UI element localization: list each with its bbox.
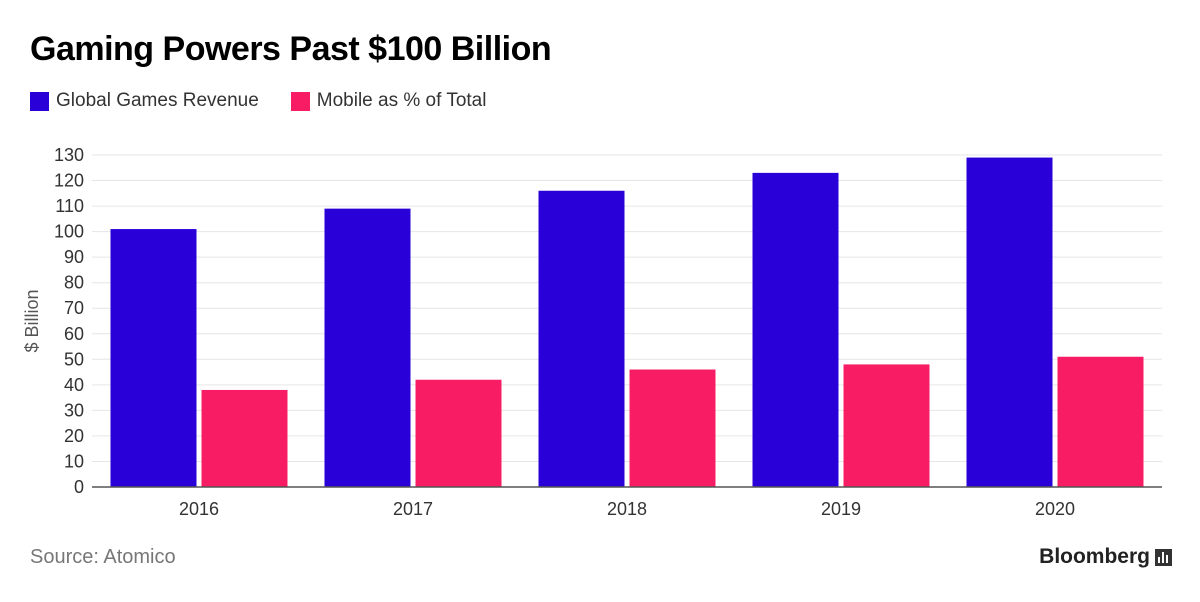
bar-global-games-revenue-2016 <box>110 229 197 488</box>
y-tick-label: 120 <box>54 171 84 191</box>
bar-mobile-as-of-total-2016 <box>201 389 288 487</box>
y-tick-label: 110 <box>55 196 84 216</box>
bar-mobile-as-of-total-2020 <box>1057 356 1144 487</box>
y-tick-label: 20 <box>64 426 84 446</box>
y-tick-label: 40 <box>64 375 84 395</box>
legend-item-global-games-revenue: Global Games Revenue <box>30 90 259 112</box>
y-axis-label: $ Billion <box>22 289 42 352</box>
bar-global-games-revenue-2017 <box>324 208 411 487</box>
bar-global-games-revenue-2018 <box>538 190 625 487</box>
y-tick-label: 100 <box>54 222 84 242</box>
bar-mobile-as-of-total-2018 <box>629 369 716 487</box>
legend-label-global-games-revenue: Global Games Revenue <box>56 90 259 111</box>
brand-name: Bloomberg <box>1039 545 1150 568</box>
bar-mobile-as-of-total-2017 <box>415 379 502 487</box>
legend-swatch-mobile-share <box>290 91 310 111</box>
x-tick-label: 2020 <box>1035 499 1075 519</box>
x-tick-label: 2018 <box>607 499 647 519</box>
y-tick-label: 0 <box>74 477 84 497</box>
x-tick-label: 2016 <box>179 499 219 519</box>
x-tick-label: 2019 <box>821 499 861 519</box>
legend-item-mobile-share: Mobile as % of Total <box>290 90 487 112</box>
bar-chart-icon <box>1155 548 1172 566</box>
y-tick-label: 90 <box>64 247 84 267</box>
bar-global-games-revenue-2020 <box>966 157 1053 488</box>
source-note: Source: Atomico <box>30 546 176 568</box>
bar-mobile-as-of-total-2019 <box>843 364 930 487</box>
legend-swatch-global-games-revenue <box>30 91 49 111</box>
x-tick-label: 2017 <box>393 499 433 519</box>
brand-logo: Bloomberg <box>1039 545 1172 569</box>
legend-label-mobile-share: Mobile as % of Total <box>316 90 487 111</box>
chart-title: Gaming Powers Past $100 Billion <box>30 30 552 68</box>
y-tick-label: 60 <box>64 324 84 344</box>
y-tick-label: 130 <box>54 145 84 165</box>
y-tick-label: 50 <box>64 349 84 369</box>
y-tick-label: 10 <box>64 451 84 471</box>
y-tick-label: 30 <box>64 400 84 420</box>
y-tick-label: 70 <box>64 298 84 318</box>
legend: Global Games Revenue Mobile as % of Tota… <box>30 90 518 112</box>
bar-global-games-revenue-2019 <box>752 172 839 487</box>
y-tick-label: 80 <box>64 273 84 293</box>
